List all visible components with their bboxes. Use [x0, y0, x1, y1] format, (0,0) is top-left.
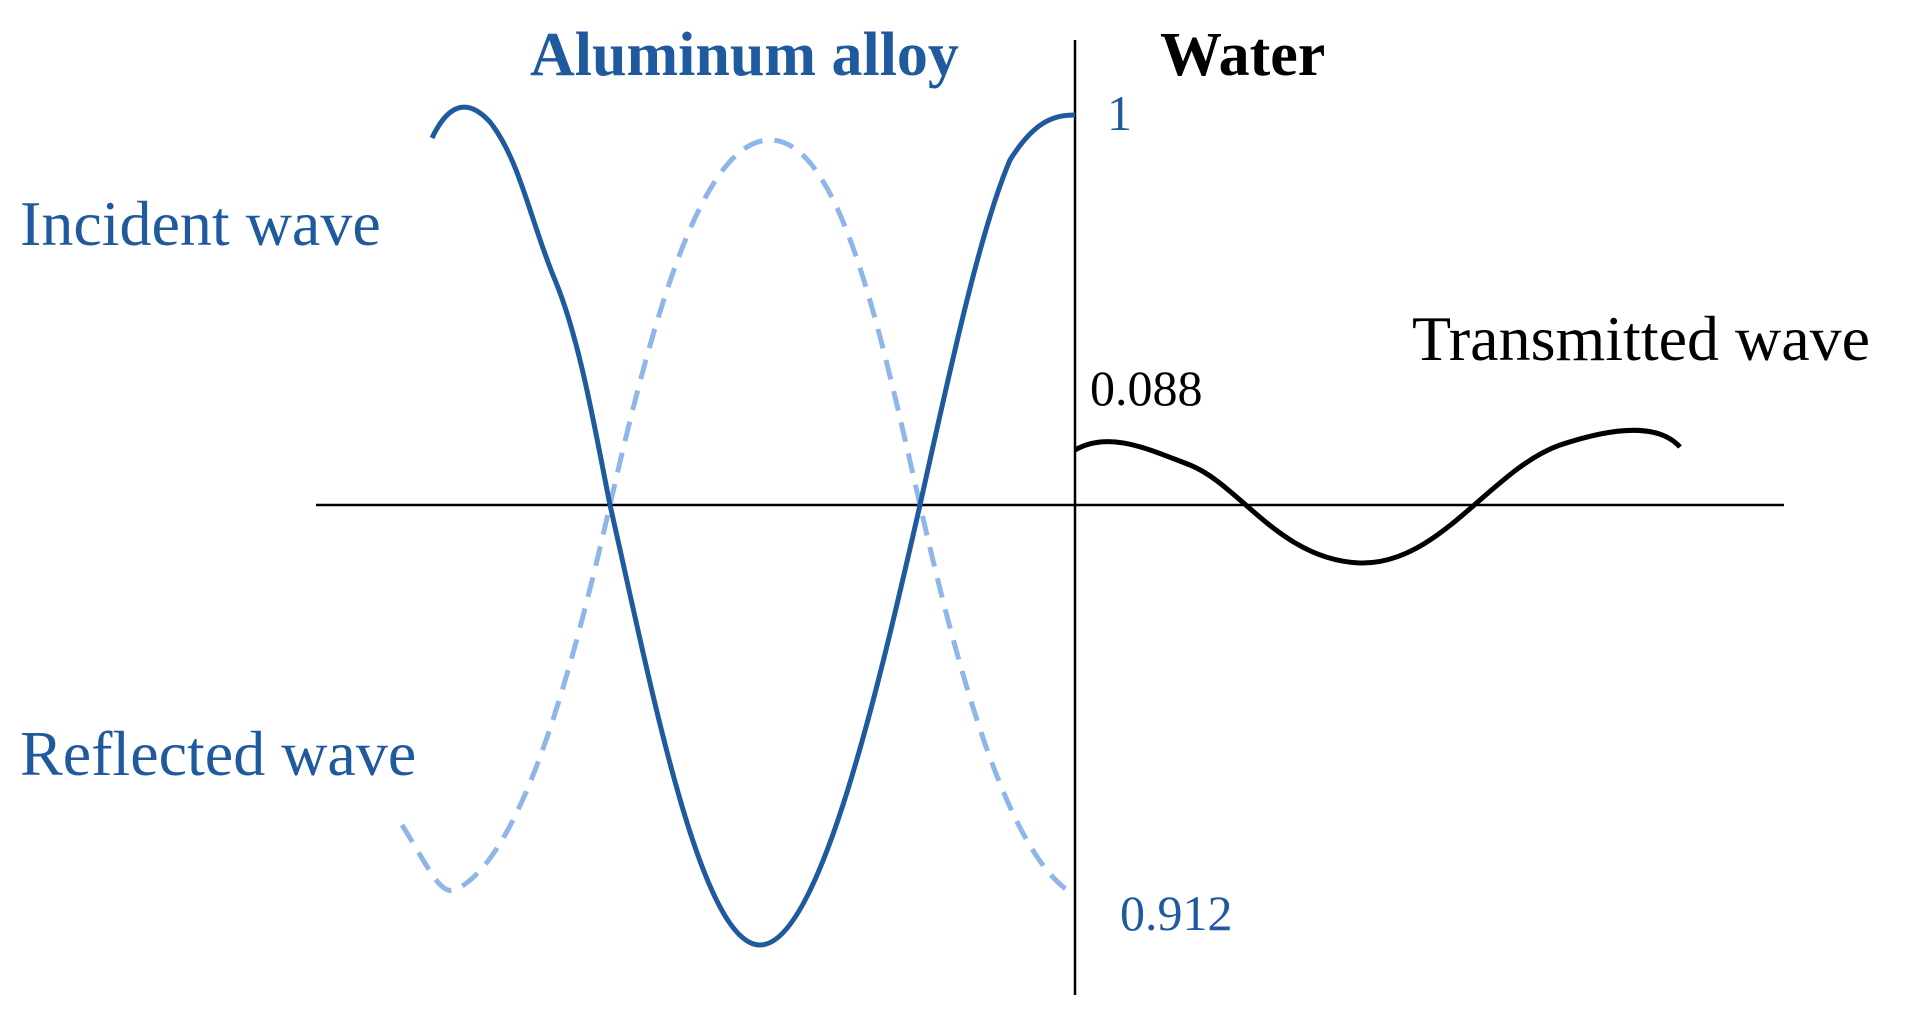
incident-amplitude-value: 1 — [1107, 85, 1132, 141]
transmitted-wave-label: Transmitted wave — [1412, 303, 1870, 374]
reflected-amplitude-value: 0.912 — [1120, 885, 1233, 941]
aluminum-alloy-label: Aluminum alloy — [530, 21, 959, 89]
incident-wave-curve — [429, 104, 1076, 948]
reflected-wave-label: Reflected wave — [20, 718, 416, 789]
water-label: Water — [1160, 21, 1325, 89]
transmitted-wave-curve — [1073, 427, 1682, 566]
reflected-wave-curve — [399, 137, 1077, 898]
transmitted-amplitude-value: 0.088 — [1090, 360, 1203, 416]
incident-wave-label: Incident wave — [20, 188, 381, 259]
